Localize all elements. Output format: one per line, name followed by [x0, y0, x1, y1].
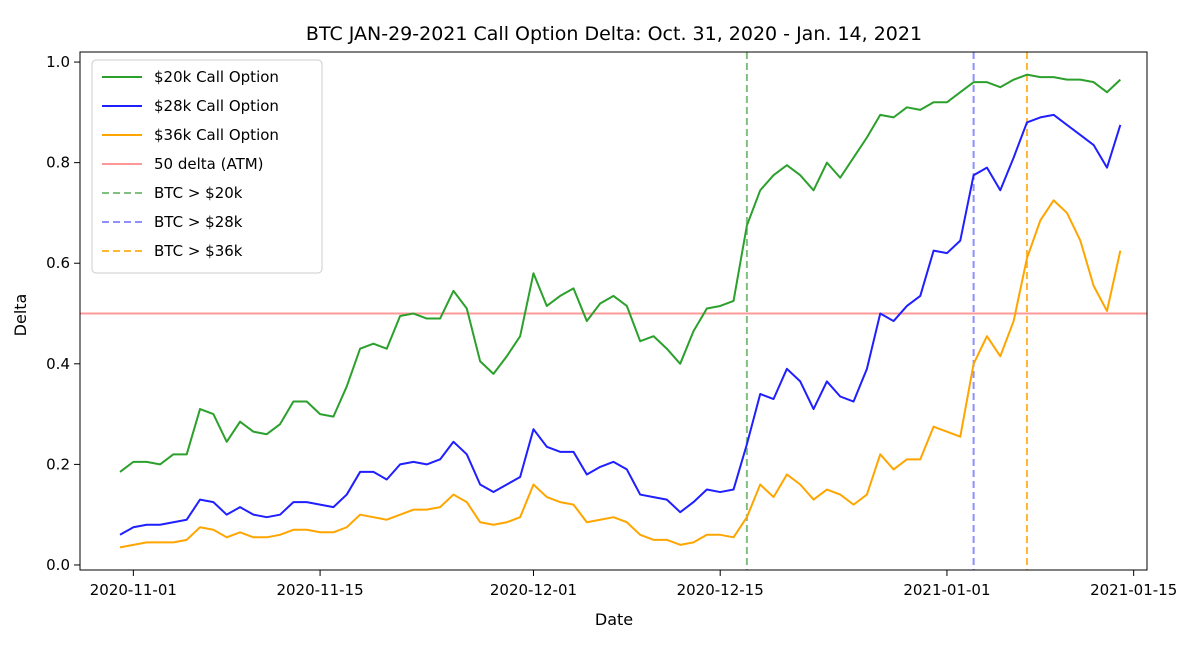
legend-label-0: $20k Call Option: [154, 68, 279, 86]
series-line-0: [119, 73, 1122, 473]
series-line-2: [119, 199, 1122, 549]
x-tick-label-4: 2021-01-01: [903, 581, 990, 599]
legend-label-1: $28k Call Option: [154, 97, 279, 115]
chart-title: BTC JAN-29-2021 Call Option Delta: Oct. …: [306, 23, 922, 45]
x-tick-label-2: 2020-12-01: [490, 581, 577, 599]
plot-frame: [79, 51, 1148, 571]
y-tick-label-2: 0.4: [46, 355, 70, 373]
legend-box: [91, 59, 323, 274]
axis-ticks: 2020-11-01 2020-11-15 2020-12-01 2020-12-15…: [46, 53, 1177, 599]
plot-area: [80, 52, 1147, 570]
legend-label-4: BTC > $20k: [154, 184, 243, 202]
legend-label-3: 50 delta (ATM): [154, 155, 264, 173]
x-tick-label-0: 2020-11-01: [90, 581, 177, 599]
legend-label-5: BTC > $28k: [154, 213, 243, 231]
y-tick-label-1: 0.2: [46, 455, 70, 473]
y-tick-label-4: 0.8: [46, 154, 70, 172]
series-line-1: [119, 113, 1122, 536]
x-tick-label-3: 2020-12-15: [677, 581, 764, 599]
y-axis-label: Delta: [11, 294, 30, 337]
x-axis-label: Date: [595, 610, 633, 629]
x-tick-label-1: 2020-11-15: [276, 581, 363, 599]
legend: $20k Call Option $28k Call Option $36k Cal…: [91, 59, 323, 274]
y-tick-label-0: 0.0: [46, 556, 70, 574]
x-tick-label-5: 2021-01-15: [1090, 581, 1177, 599]
y-tick-label-5: 1.0: [46, 53, 70, 71]
legend-label-6: BTC > $36k: [154, 242, 243, 260]
y-tick-label-3: 0.6: [46, 254, 70, 272]
legend-label-2: $36k Call Option: [154, 126, 279, 144]
